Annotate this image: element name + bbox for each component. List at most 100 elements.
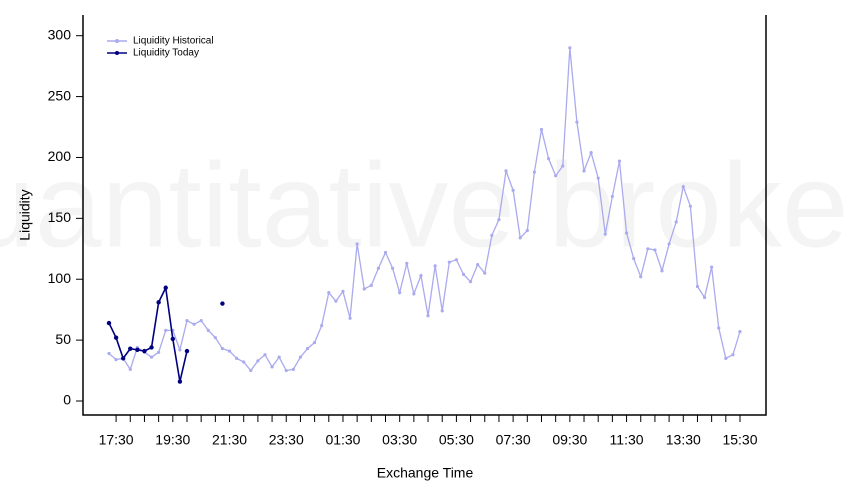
y-tick-label: 50	[55, 331, 71, 347]
legend-label: Liquidity Today	[133, 48, 199, 59]
point	[596, 176, 600, 180]
point	[206, 328, 210, 332]
point	[298, 355, 303, 359]
point	[369, 283, 373, 287]
point	[412, 292, 416, 296]
point	[220, 301, 225, 306]
point	[731, 353, 735, 357]
point	[405, 261, 409, 266]
point	[220, 347, 225, 351]
series-line	[109, 288, 222, 382]
point	[192, 322, 196, 326]
point	[341, 289, 345, 294]
point	[270, 365, 274, 369]
point	[199, 319, 203, 323]
point	[390, 266, 395, 270]
point	[348, 316, 352, 320]
point	[128, 367, 132, 371]
x-tick-label: 03:30	[382, 432, 417, 448]
point	[646, 247, 650, 251]
point	[674, 220, 678, 224]
point	[170, 336, 176, 342]
x-tick-label: 21:30	[212, 432, 247, 448]
point	[114, 357, 118, 362]
point	[688, 204, 692, 208]
point	[447, 260, 451, 264]
point	[320, 323, 324, 328]
point	[128, 346, 133, 351]
legend-marker	[115, 39, 119, 43]
y-tick-label: 200	[48, 148, 72, 164]
point	[568, 46, 572, 50]
point	[376, 266, 381, 270]
point	[256, 359, 260, 363]
point	[702, 295, 707, 300]
y-tick-label: 150	[48, 209, 72, 225]
point	[454, 258, 459, 262]
plot-frame	[82, 15, 767, 416]
point	[263, 353, 267, 357]
point	[575, 120, 579, 124]
point	[461, 272, 466, 276]
legend-label: Liquidity Historical	[133, 36, 214, 47]
series-line	[108, 47, 741, 372]
point	[681, 185, 685, 189]
point	[554, 174, 558, 178]
point	[490, 233, 494, 237]
point	[106, 320, 112, 326]
point	[184, 348, 190, 354]
y-tick-label: 300	[48, 26, 72, 42]
point	[334, 299, 338, 303]
point	[383, 250, 388, 255]
point	[327, 291, 331, 295]
point	[178, 348, 182, 352]
point	[149, 355, 154, 359]
point	[653, 248, 657, 252]
y-axis-title: Liquidity	[17, 189, 33, 240]
point	[468, 280, 473, 284]
point	[120, 356, 126, 361]
point	[433, 264, 437, 268]
point	[724, 356, 728, 360]
point	[717, 326, 721, 330]
point	[546, 157, 551, 161]
point	[242, 360, 246, 364]
point	[291, 367, 295, 371]
point	[113, 335, 119, 340]
watermark: quantitative brokers	[0, 139, 850, 273]
point	[107, 351, 111, 356]
point	[149, 345, 154, 350]
point	[632, 256, 636, 261]
y-tick-label: 250	[48, 87, 72, 103]
point	[156, 300, 161, 305]
point	[185, 319, 189, 323]
point	[362, 287, 366, 291]
x-tick-label: 01:30	[325, 432, 360, 448]
point	[610, 194, 614, 199]
point	[313, 340, 317, 345]
point	[164, 328, 168, 332]
point	[660, 269, 664, 273]
x-tick-label: 23:30	[269, 432, 304, 448]
point	[667, 242, 671, 246]
point	[249, 368, 253, 373]
x-tick-label: 15:30	[722, 432, 757, 448]
x-tick-label: 17:30	[99, 432, 134, 448]
point	[624, 231, 629, 235]
point	[617, 159, 622, 163]
y-tick-label: 100	[48, 270, 72, 286]
x-tick-label: 19:30	[155, 432, 190, 448]
x-tick-label: 05:30	[439, 432, 474, 448]
point	[419, 273, 423, 278]
point	[163, 285, 168, 290]
point	[227, 349, 232, 353]
point	[284, 368, 288, 373]
point	[532, 170, 536, 174]
x-tick-label: 07:30	[496, 432, 531, 448]
point	[277, 355, 281, 359]
point	[539, 127, 544, 132]
point	[483, 271, 487, 275]
y-tick-label: 0	[63, 392, 71, 408]
x-tick-label: 09:30	[552, 432, 587, 448]
point	[142, 348, 147, 354]
